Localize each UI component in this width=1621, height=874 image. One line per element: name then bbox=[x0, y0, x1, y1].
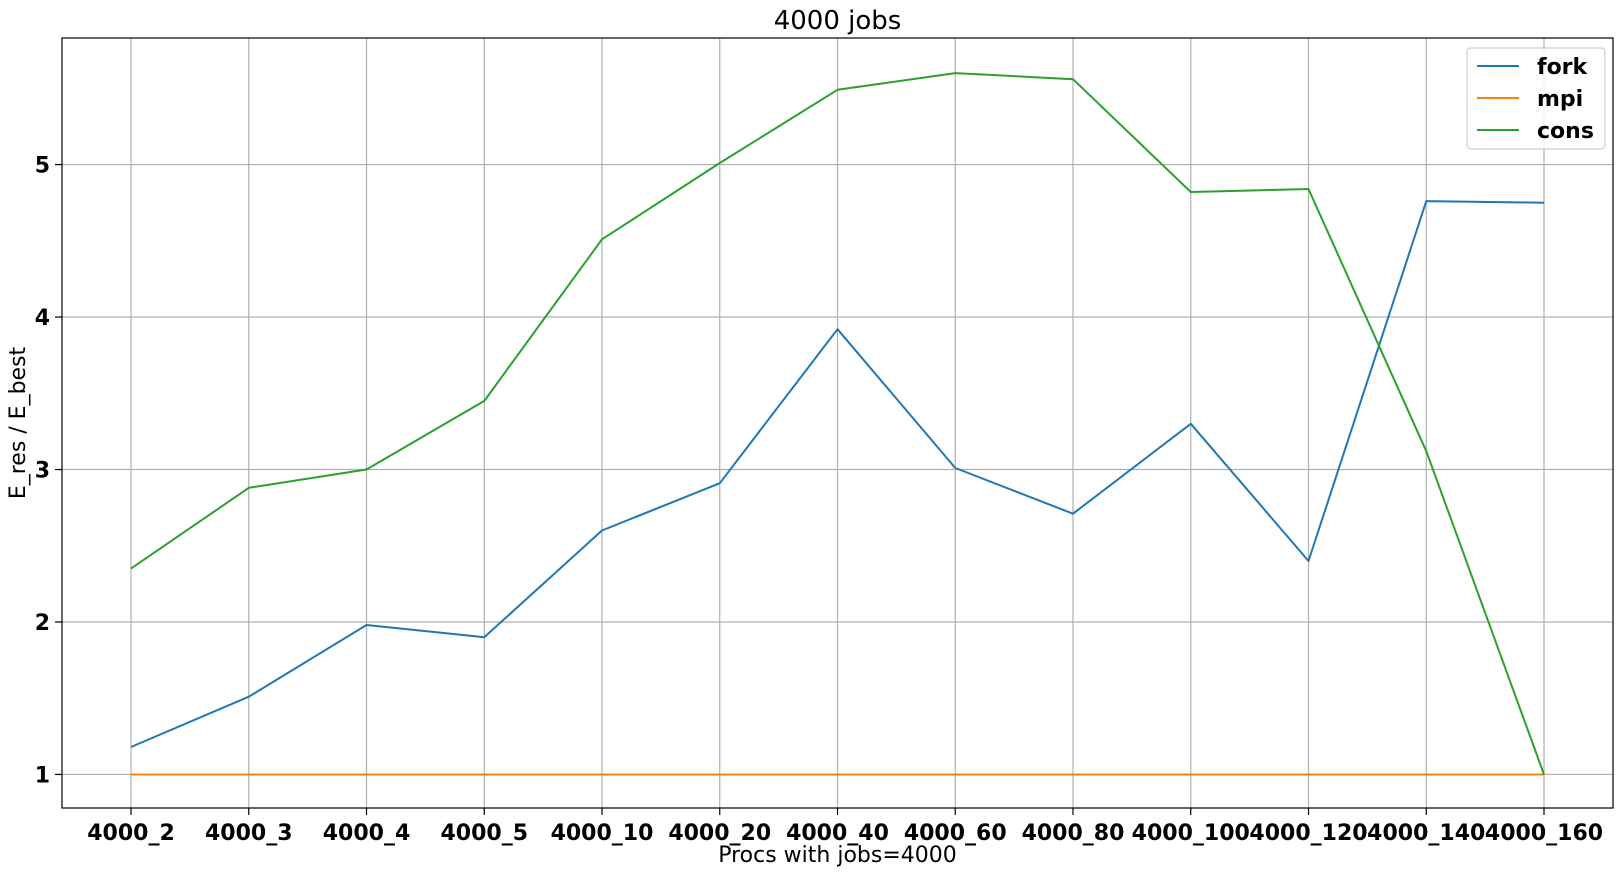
series-line-fork bbox=[130, 200, 1545, 748]
x-tick-label: 4000_4 bbox=[323, 821, 411, 846]
legend-label-mpi: mpi bbox=[1537, 87, 1583, 112]
x-axis-title: Procs with jobs=4000 bbox=[718, 843, 957, 868]
x-tick-label: 4000_120 bbox=[1249, 821, 1367, 846]
y-tick-label: 3 bbox=[35, 459, 50, 484]
y-axis-title: E_res / E_best bbox=[6, 346, 31, 499]
x-tick-label: 4000_140 bbox=[1367, 821, 1485, 846]
legend: fork mpi cons bbox=[1466, 47, 1606, 150]
x-tick-label: 4000_60 bbox=[904, 821, 1007, 846]
x-tick-label: 4000_20 bbox=[668, 821, 771, 846]
x-tick-label: 4000_80 bbox=[1022, 821, 1125, 846]
y-tick-label: 2 bbox=[35, 611, 50, 636]
x-tick-label: 4000_160 bbox=[1485, 821, 1603, 846]
legend-box bbox=[1466, 47, 1606, 150]
x-tick-label: 4000_3 bbox=[205, 821, 293, 846]
y-tick-label: 1 bbox=[35, 763, 50, 788]
legend-label-cons: cons bbox=[1537, 119, 1594, 144]
x-tick-label: 4000_40 bbox=[786, 821, 889, 846]
x-tick-label: 4000_2 bbox=[87, 821, 175, 846]
y-tick-label: 5 bbox=[35, 154, 50, 179]
y-tick-label: 4 bbox=[35, 306, 50, 331]
y-axis-ticks: 1 2 3 4 5 bbox=[35, 154, 62, 788]
series-lines bbox=[130, 72, 1545, 776]
x-tick-label: 4000_5 bbox=[440, 821, 528, 846]
series-line-cons bbox=[130, 72, 1545, 775]
legend-label-fork: fork bbox=[1537, 55, 1589, 80]
x-tick-label: 4000_100 bbox=[1132, 821, 1250, 846]
chart-title: 4000 jobs bbox=[774, 6, 902, 36]
x-tick-label: 4000_10 bbox=[551, 821, 654, 846]
x-axis-ticks: 4000_2 4000_3 4000_4 4000_5 4000_10 4000_20 40… bbox=[87, 808, 1603, 846]
